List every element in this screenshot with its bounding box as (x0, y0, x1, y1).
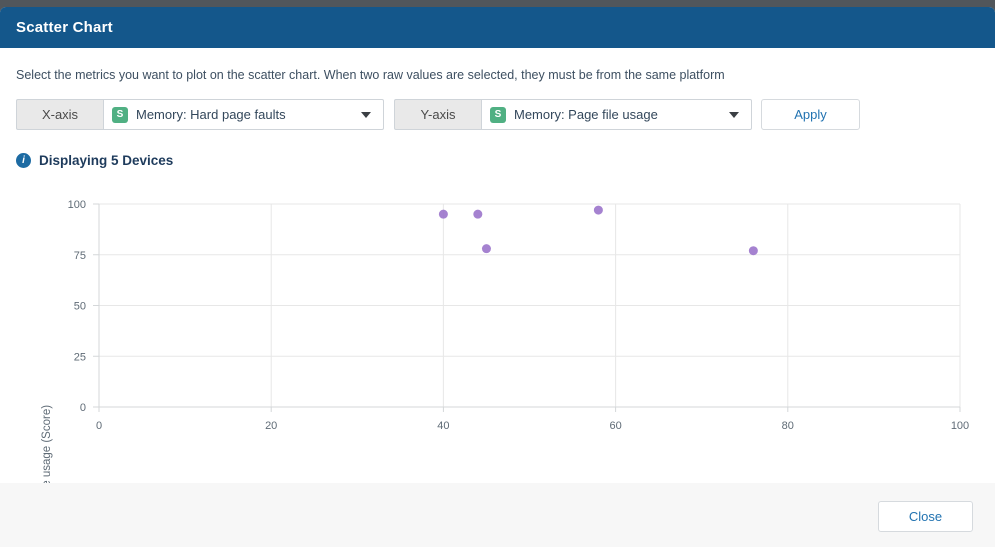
y-axis-select[interactable]: S Memory: Page file usage (481, 99, 752, 130)
scatter-chart-modal: Scatter Chart Select the metrics you wan… (0, 7, 995, 547)
x-tick-label: 0 (96, 420, 102, 432)
close-button[interactable]: Close (878, 501, 973, 532)
x-axis-select[interactable]: S Memory: Hard page faults (103, 99, 384, 130)
device-count-status: i Displaying 5 Devices (16, 153, 173, 168)
data-point[interactable] (473, 209, 483, 219)
chevron-down-icon (729, 111, 739, 118)
x-axis-label: X-axis (16, 99, 103, 130)
y-axis-label: Y-axis (394, 99, 481, 130)
x-tick-label: 20 (265, 420, 277, 432)
x-tick-label: 100 (951, 420, 969, 432)
scatter-plot-svg: 0 25 50 75 100 0 20 40 60 80 100 (68, 199, 970, 432)
scatter-chart: 0 25 50 75 100 0 20 40 60 80 100 Memory: Page file… (0, 190, 995, 547)
description-text: Select the metrics you want to plot on t… (16, 68, 725, 82)
chevron-down-icon (361, 111, 371, 118)
y-tick-label: 50 (74, 301, 86, 313)
y-tick-label: 25 (74, 351, 86, 363)
x-tick-label: 60 (609, 420, 621, 432)
modal-header: Scatter Chart (0, 7, 995, 48)
x-tick-label: 40 (437, 420, 449, 432)
data-point[interactable] (593, 205, 603, 215)
score-badge-icon: S (112, 106, 128, 123)
metric-controls: X-axis S Memory: Hard page faults Y-axis… (16, 99, 860, 130)
y-tick-label: 75 (74, 250, 86, 262)
data-point[interactable] (481, 244, 491, 254)
data-point[interactable] (748, 246, 758, 256)
y-tick-label: 100 (68, 199, 86, 211)
modal-footer: Close (0, 483, 995, 547)
data-point[interactable] (438, 209, 448, 219)
device-count-text: Displaying 5 Devices (39, 153, 174, 168)
score-badge-icon: S (490, 106, 506, 123)
y-axis-selected-value: Memory: Page file usage (514, 107, 658, 122)
info-icon: i (16, 153, 31, 168)
modal-title: Scatter Chart (16, 19, 113, 36)
x-axis-selected-value: Memory: Hard page faults (136, 107, 286, 122)
y-tick-label: 0 (80, 402, 86, 414)
apply-button[interactable]: Apply (761, 99, 860, 130)
x-tick-label: 80 (782, 420, 794, 432)
